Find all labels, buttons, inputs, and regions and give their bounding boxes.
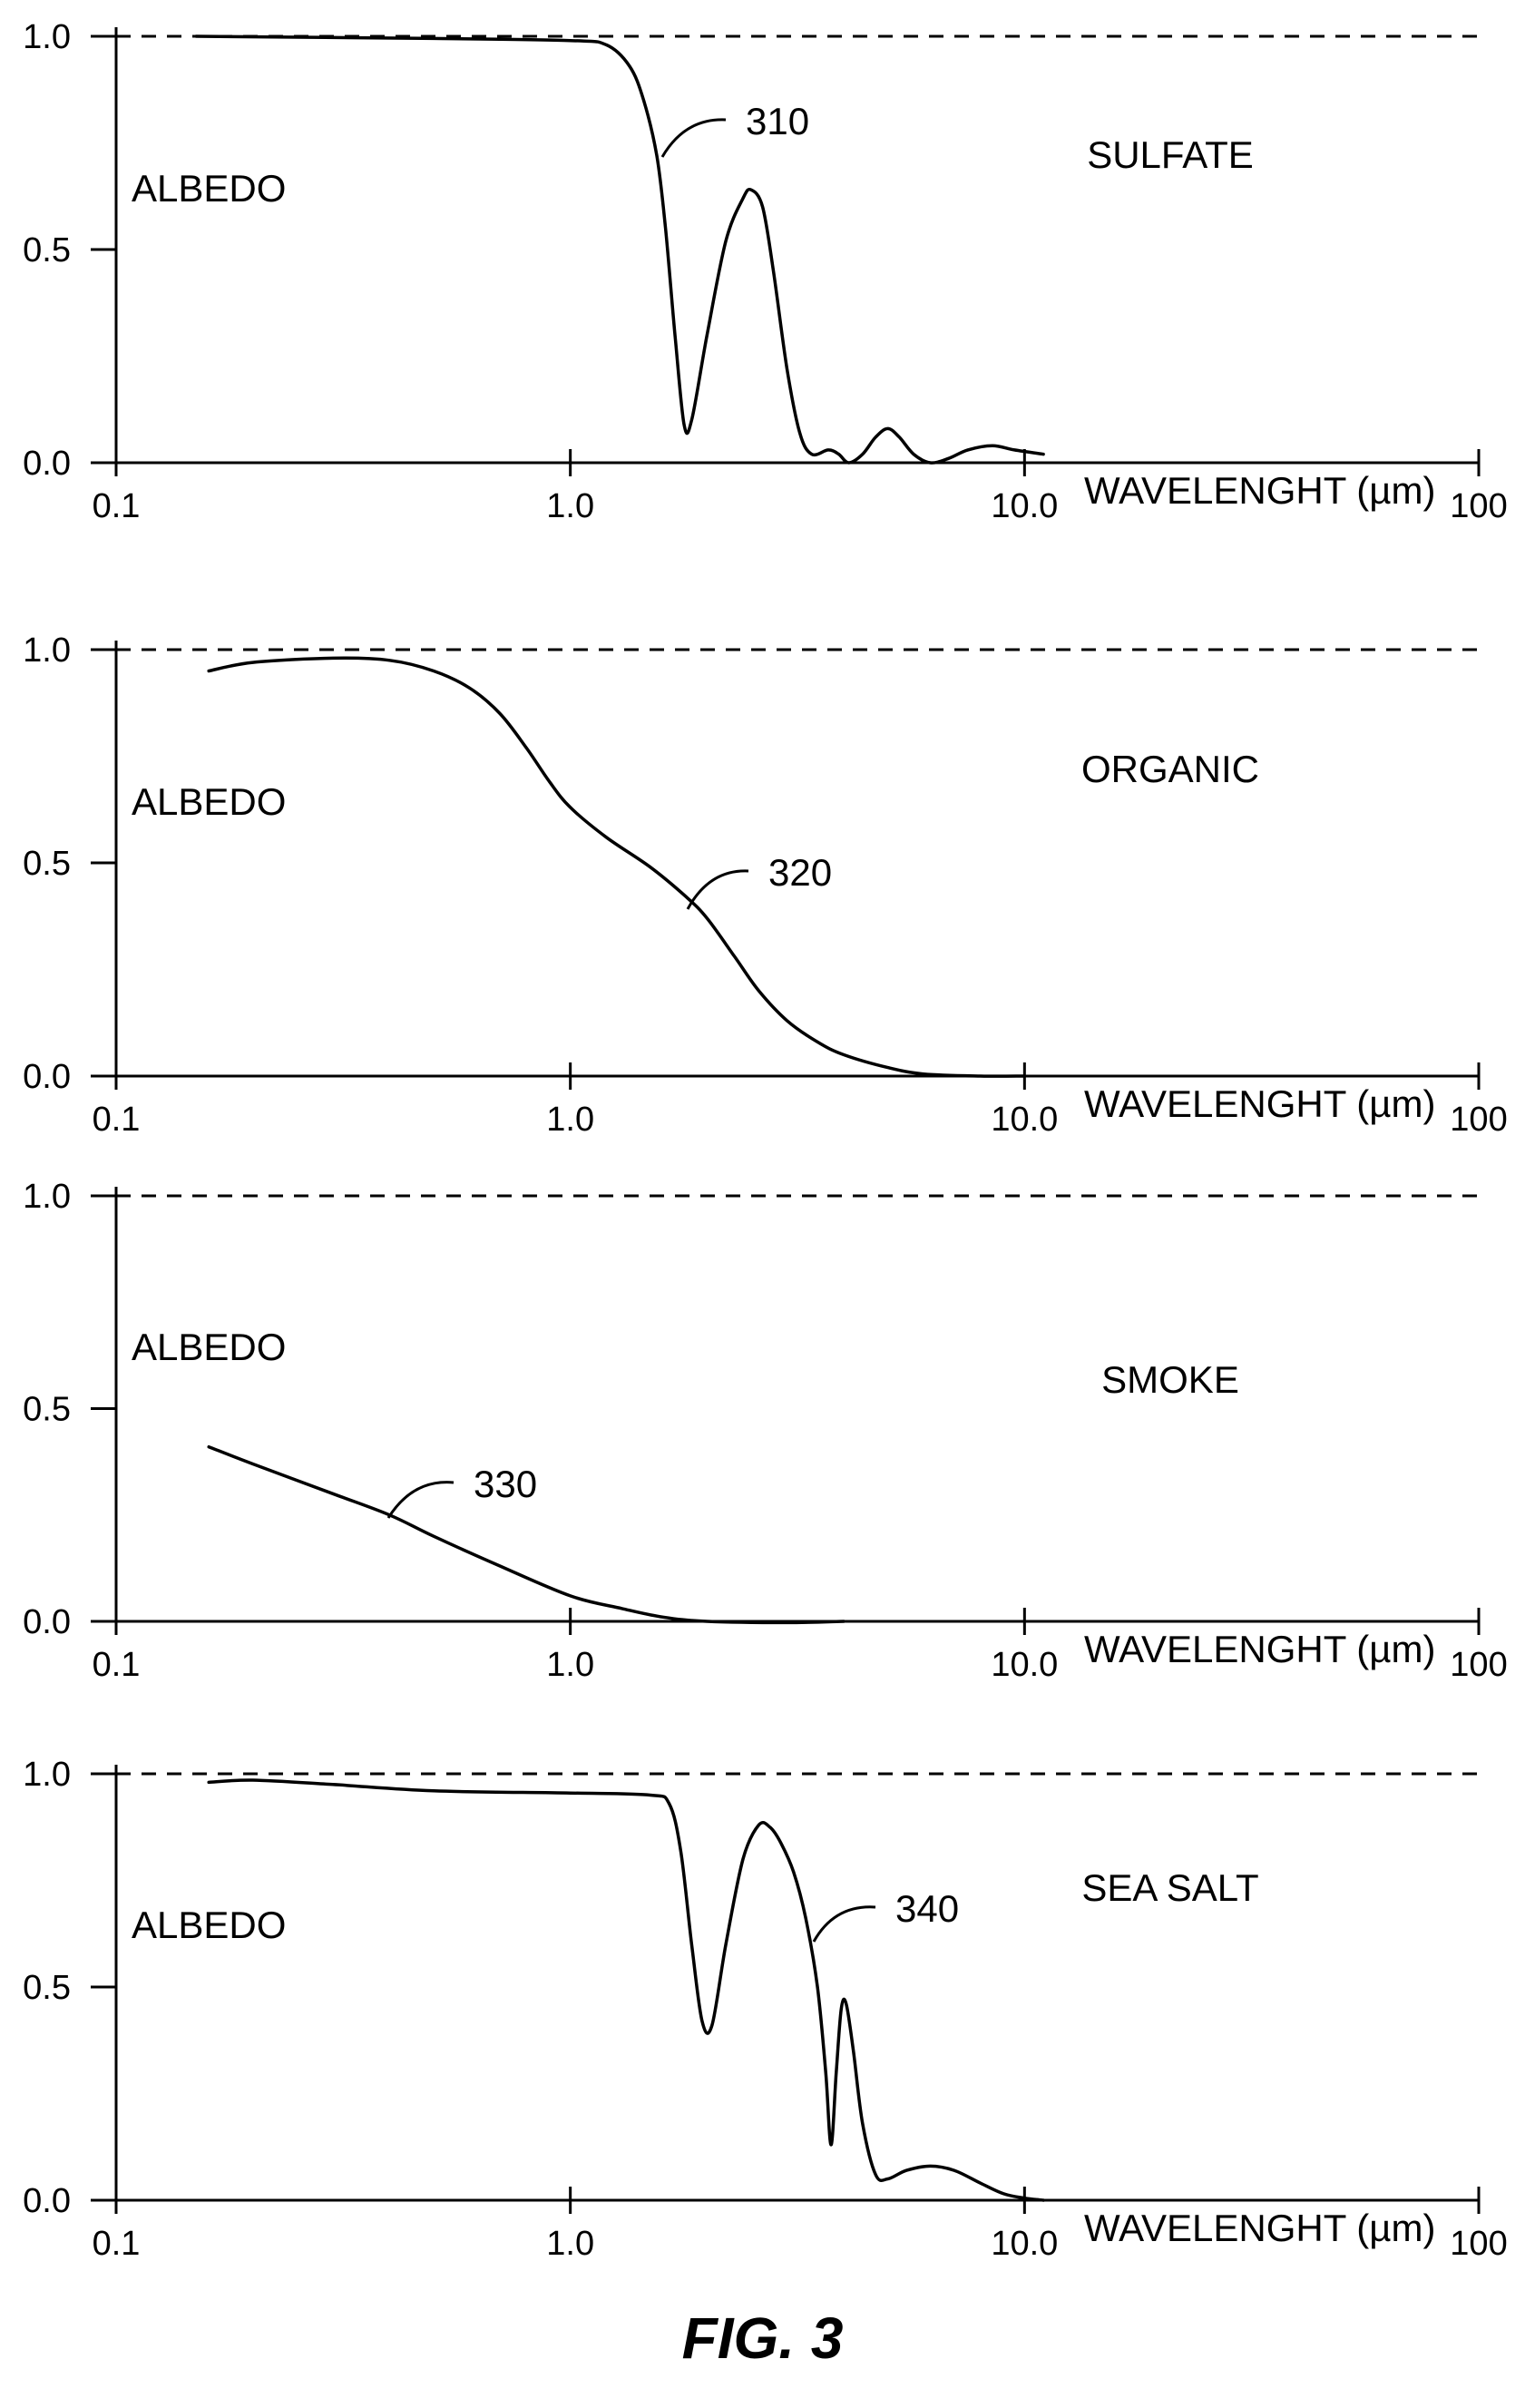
chart-panel-2: 0.0 0.5 1.0 0.1 1.0 10.0 100 WAVELENGHT (µm) ALB…: [23, 631, 1508, 1139]
x-axis-label: WAVELENGHT (µm): [1084, 2207, 1435, 2249]
x-axis-label: WAVELENGHT (µm): [1084, 1628, 1435, 1670]
chart-panel-4: 0.0 0.5 1.0 0.1 1.0 10.0 100 WAVELENGHT (µm) ALB…: [23, 1756, 1508, 2263]
x-tick-label: 0.1: [93, 1101, 141, 1139]
x-tick-label: 100: [1450, 1646, 1507, 1684]
chart-title: SMOKE: [1101, 1358, 1239, 1401]
albedo-curve-320: [209, 658, 1024, 1076]
reference-leader-line: [814, 1907, 875, 1942]
x-tick-label: 1.0: [546, 2225, 594, 2263]
x-tick-label: 100: [1450, 487, 1507, 525]
y-tick-label: 0.5: [23, 1969, 71, 2007]
y-axis-label: ALBEDO: [132, 1326, 286, 1368]
x-tick-label: 10.0: [991, 487, 1058, 525]
reference-numeral: 320: [768, 851, 832, 894]
chart-panel-3: 0.0 0.5 1.0 0.1 1.0 10.0 100 WAVELENGHT (µm) ALB…: [23, 1178, 1508, 1684]
y-tick-label: 1.0: [23, 1178, 71, 1216]
reference-leader-line: [388, 1483, 454, 1518]
y-tick-label: 0.0: [23, 1058, 71, 1096]
x-tick-label: 0.1: [93, 2225, 141, 2263]
y-tick-label: 1.0: [23, 631, 71, 670]
x-tick-label: 1.0: [546, 1101, 594, 1139]
x-tick-label: 10.0: [991, 1646, 1058, 1684]
x-tick-label: 10.0: [991, 2225, 1058, 2263]
y-tick-label: 1.0: [23, 1756, 71, 1794]
y-tick-label: 0.0: [23, 2182, 71, 2220]
reference-numeral: 330: [474, 1463, 537, 1505]
x-tick-label: 10.0: [991, 1101, 1058, 1139]
reference-numeral: 340: [895, 1887, 959, 1930]
chart-title: SEA SALT: [1081, 1866, 1258, 1909]
reference-leader-line: [662, 120, 726, 157]
y-tick-label: 0.5: [23, 1391, 71, 1429]
reference-numeral: 310: [746, 100, 809, 142]
x-tick-label: 0.1: [93, 487, 141, 525]
albedo-curve-340: [209, 1780, 1043, 2200]
y-axis-label: ALBEDO: [132, 1904, 286, 1946]
x-tick-label: 100: [1450, 2225, 1507, 2263]
y-tick-label: 0.0: [23, 445, 71, 483]
y-tick-label: 1.0: [23, 18, 71, 56]
chart-title: ORGANIC: [1081, 748, 1259, 790]
x-tick-label: 0.1: [93, 1646, 141, 1684]
albedo-curve-310: [196, 36, 1043, 463]
x-axis-label: WAVELENGHT (µm): [1084, 1082, 1435, 1125]
y-tick-label: 0.5: [23, 845, 71, 883]
figure-caption: FIG. 3: [0, 2305, 1525, 2372]
y-tick-label: 0.5: [23, 231, 71, 269]
y-tick-label: 0.0: [23, 1603, 71, 1641]
chart-title: SULFATE: [1087, 133, 1254, 176]
reference-leader-line: [688, 871, 748, 909]
x-axis-label: WAVELENGHT (µm): [1084, 469, 1435, 512]
x-tick-label: 1.0: [546, 487, 594, 525]
chart-panel-1: 0.0 0.5 1.0 0.1 1.0 10.0 100 WAVELENGHT (µm) ALB…: [23, 18, 1508, 525]
y-axis-label: ALBEDO: [132, 167, 286, 210]
y-axis-label: ALBEDO: [132, 780, 286, 823]
x-tick-label: 1.0: [546, 1646, 594, 1684]
x-tick-label: 100: [1450, 1101, 1507, 1139]
